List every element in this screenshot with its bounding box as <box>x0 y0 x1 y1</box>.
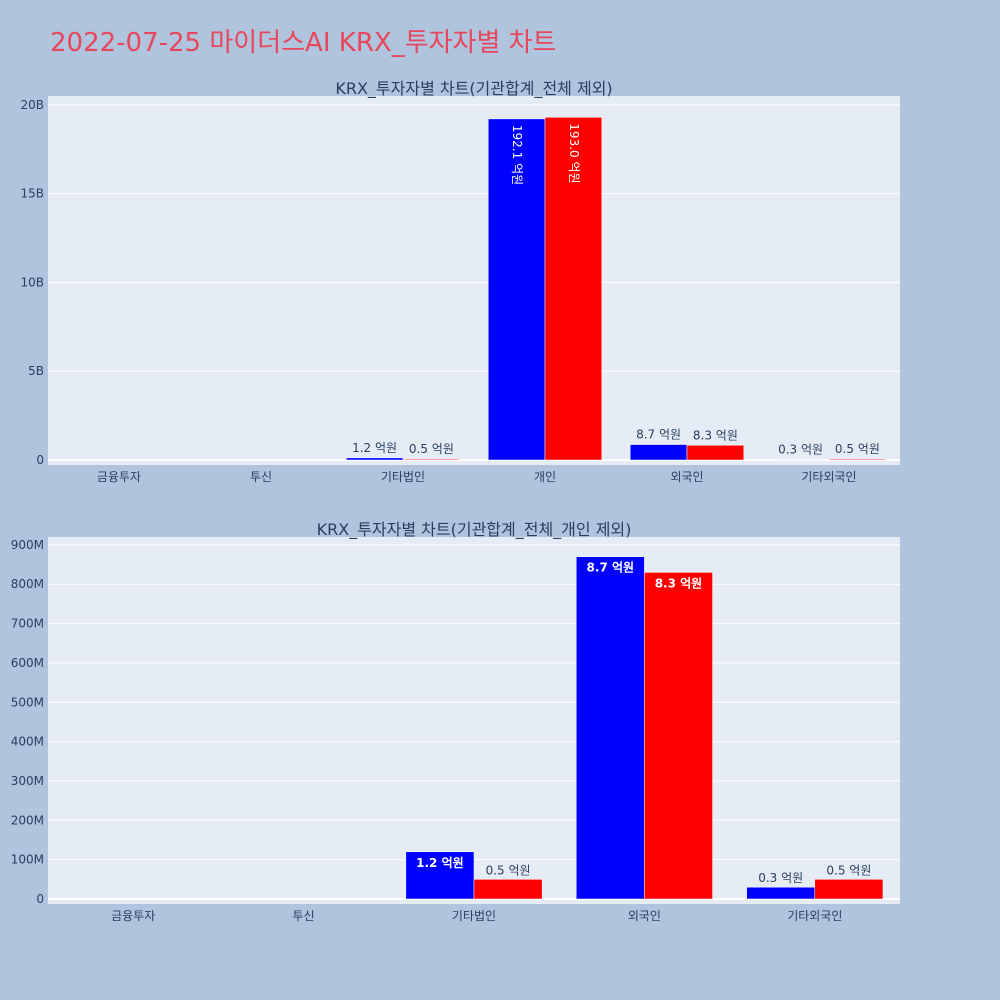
x-tick-label: 개인 <box>534 470 556 484</box>
bar <box>473 879 543 900</box>
data-label: 0.5 억원 <box>409 442 454 456</box>
data-label: 8.7 억원 <box>636 428 681 442</box>
x-tick-label: 투신 <box>250 470 272 484</box>
bar <box>644 572 713 900</box>
data-label: 0.5 억원 <box>486 863 531 877</box>
y-tick-label: 20B <box>20 98 44 112</box>
y-tick-label: 700M <box>11 617 44 631</box>
plot-area-1 <box>48 96 900 465</box>
data-label: 193.0 억원 <box>567 123 581 183</box>
data-label: 8.3 억원 <box>693 428 738 442</box>
page-title: 2022-07-25 마이더스AI KRX_투자자별 차트 <box>50 28 557 58</box>
y-tick-label: 900M <box>11 538 44 552</box>
y-tick-label: 15B <box>20 187 44 201</box>
data-label: 8.3 억원 <box>655 576 703 590</box>
data-label: 8.7 억원 <box>587 561 635 575</box>
y-tick-label: 5B <box>28 364 44 378</box>
x-tick-label: 기타외국인 <box>801 470 856 484</box>
y-tick-label: 100M <box>11 853 44 867</box>
bar <box>746 886 816 900</box>
x-tick-label: 기타법인 <box>452 909 496 923</box>
x-tick-label: 금융투자 <box>111 909 155 923</box>
x-tick-label: 외국인 <box>670 470 703 484</box>
data-label: 0.3 억원 <box>758 871 803 885</box>
bar <box>345 457 404 461</box>
plot-area-2 <box>48 537 900 904</box>
bar <box>405 851 475 900</box>
bar <box>686 445 745 461</box>
x-tick-label: 외국인 <box>628 909 661 923</box>
bar <box>544 117 603 461</box>
data-label: 0.5 억원 <box>835 442 880 456</box>
data-label: 0.3 억원 <box>778 442 823 456</box>
bar <box>771 459 830 461</box>
x-tick-label: 금융투자 <box>97 470 141 484</box>
bar <box>629 444 688 461</box>
data-label: 0.5 억원 <box>826 863 871 877</box>
y-tick-label: 600M <box>11 656 44 670</box>
y-tick-label: 400M <box>11 735 44 749</box>
data-label: 1.2 억원 <box>416 856 464 870</box>
y-tick-label: 200M <box>11 813 44 827</box>
bar <box>402 458 461 461</box>
y-tick-label: 0 <box>36 892 44 906</box>
y-tick-label: 500M <box>11 695 44 709</box>
chart-title: KRX_투자자별 차트(기관합계_전체 제외) <box>335 79 612 99</box>
y-tick-label: 800M <box>11 577 44 591</box>
y-tick-label: 0 <box>36 453 44 467</box>
bar <box>828 458 887 461</box>
data-label: 192.1 억원 <box>510 125 524 185</box>
x-tick-label: 기타외국인 <box>787 909 842 923</box>
bar <box>487 118 546 461</box>
bar <box>814 879 884 900</box>
bar <box>575 556 645 900</box>
x-tick-label: 기타법인 <box>381 470 425 484</box>
chart-title: KRX_투자자별 차트(기관합계_전체_개인 제외) <box>317 520 632 540</box>
data-label: 1.2 억원 <box>352 441 397 455</box>
y-tick-label: 300M <box>11 774 44 788</box>
x-tick-label: 투신 <box>293 909 315 923</box>
y-tick-label: 10B <box>20 275 44 289</box>
